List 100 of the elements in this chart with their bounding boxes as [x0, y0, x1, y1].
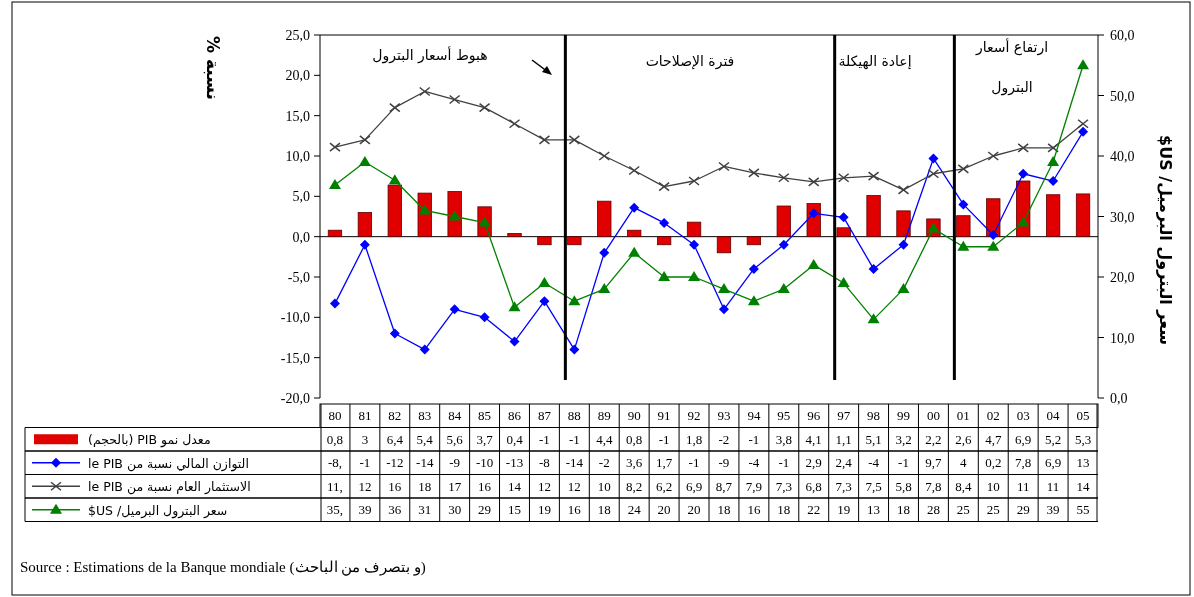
- point: [388, 174, 401, 185]
- point: [1047, 143, 1059, 153]
- point: [1048, 176, 1059, 187]
- data-label: 3,7: [476, 431, 494, 447]
- data-label: 36: [388, 502, 402, 517]
- point: [958, 199, 969, 210]
- data-label: 29: [478, 502, 492, 517]
- x-tick-label: 82: [388, 408, 402, 423]
- y-tick-label: -20,0: [280, 391, 310, 406]
- data-label: 18: [777, 502, 791, 517]
- data-label: 2,2: [925, 431, 942, 447]
- bar: [357, 212, 373, 238]
- data-label: 17: [448, 478, 462, 494]
- data-label: 25: [986, 502, 1000, 517]
- data-label: 9,7: [925, 455, 943, 470]
- point: [988, 230, 999, 241]
- bar: [776, 205, 791, 238]
- bar: [627, 229, 642, 238]
- point: [688, 271, 701, 281]
- data-label: 16: [478, 478, 492, 494]
- data-label: 10: [986, 478, 1000, 494]
- data-label: 29: [1016, 502, 1030, 517]
- legend-label: الاستثمار العام نسبة من le PIB: [88, 479, 251, 496]
- point: [1018, 168, 1029, 179]
- y2-tick-label: 30,0: [1110, 209, 1135, 225]
- point: [778, 173, 790, 183]
- data-label: 14: [508, 478, 522, 494]
- data-label: 18: [597, 502, 611, 517]
- y2-tick-label: 40,0: [1110, 149, 1135, 164]
- y2-tick-label: 0,0: [1110, 391, 1128, 406]
- x-tick-label: 86: [508, 408, 522, 423]
- data-label: 0,8: [626, 431, 643, 447]
- point: [509, 336, 520, 347]
- point: [837, 277, 850, 288]
- x-tick-label: 96: [807, 408, 821, 423]
- x-tick-label: 80: [328, 408, 342, 423]
- point: [748, 263, 759, 274]
- y-tick-label: 5,0: [292, 189, 310, 205]
- data-label: 1,8: [685, 431, 703, 447]
- data-label: -1: [359, 455, 371, 470]
- data-label: 30: [448, 502, 462, 517]
- y-axis-title: نسبة %: [203, 36, 223, 100]
- data-label: 13: [867, 502, 881, 517]
- data-label: -2: [598, 455, 610, 470]
- point: [837, 173, 850, 183]
- point: [957, 240, 970, 251]
- annotation: هبوط أسعار البترول: [372, 46, 488, 64]
- point: [1017, 216, 1030, 227]
- data-label: 12: [358, 478, 372, 494]
- data-label: 1,7: [655, 455, 673, 470]
- point: [897, 185, 910, 195]
- point: [868, 263, 879, 274]
- data-label: 5,1: [865, 431, 882, 447]
- data-label: 7,8: [925, 478, 942, 494]
- data-label: 6,2: [655, 478, 673, 494]
- data-label: 7,8: [1015, 455, 1032, 470]
- y2-tick-label: 50,0: [1110, 88, 1135, 104]
- point: [1078, 126, 1089, 137]
- x-tick-label: 88: [567, 408, 581, 423]
- bar: [1045, 194, 1061, 238]
- data-label: 18: [897, 502, 910, 517]
- point: [598, 283, 611, 294]
- x-tick-label: 83: [418, 408, 432, 423]
- point: [329, 142, 341, 152]
- data-label: 31: [418, 502, 432, 517]
- data-label: 7,5: [865, 478, 882, 494]
- data-label: 6,9: [1044, 455, 1062, 470]
- data-label: 11,: [327, 478, 343, 494]
- data-label: -12: [386, 455, 404, 470]
- bar: [507, 233, 522, 238]
- y2-tick-label: 20,0: [1110, 270, 1135, 285]
- legend-label: سعر البترول البرميل/ US$: [88, 502, 228, 519]
- data-label: -1: [658, 431, 670, 447]
- point: [449, 304, 460, 315]
- x-tick-label: 81: [358, 408, 372, 423]
- data-label: 2,4: [835, 455, 853, 470]
- point: [598, 151, 611, 161]
- x-tick-label: 93: [717, 408, 731, 423]
- data-label: 4: [960, 455, 968, 470]
- bar: [836, 227, 851, 238]
- y2-axis-title: سعر البترول البرميل/ US$: [1156, 135, 1175, 345]
- data-label: 18: [717, 502, 731, 517]
- data-label: 5,4: [416, 431, 434, 447]
- data-label: 6,4: [386, 431, 404, 447]
- y-tick-label: 15,0: [285, 108, 310, 124]
- data-label: -1: [688, 455, 700, 470]
- point: [898, 239, 909, 250]
- data-label: 0,2: [985, 455, 1002, 470]
- data-label: 39: [1046, 502, 1060, 517]
- data-label: -9: [449, 455, 461, 470]
- data-label: 3,2: [895, 431, 912, 447]
- point: [658, 181, 670, 192]
- data-label: 6,9: [685, 478, 703, 494]
- data-label: 13: [1076, 455, 1090, 470]
- data-label: -1: [748, 431, 760, 447]
- point: [419, 344, 430, 355]
- data-label: 16: [567, 502, 582, 517]
- point: [1077, 59, 1090, 70]
- x-tick-label: 02: [986, 408, 1000, 423]
- point: [569, 344, 580, 355]
